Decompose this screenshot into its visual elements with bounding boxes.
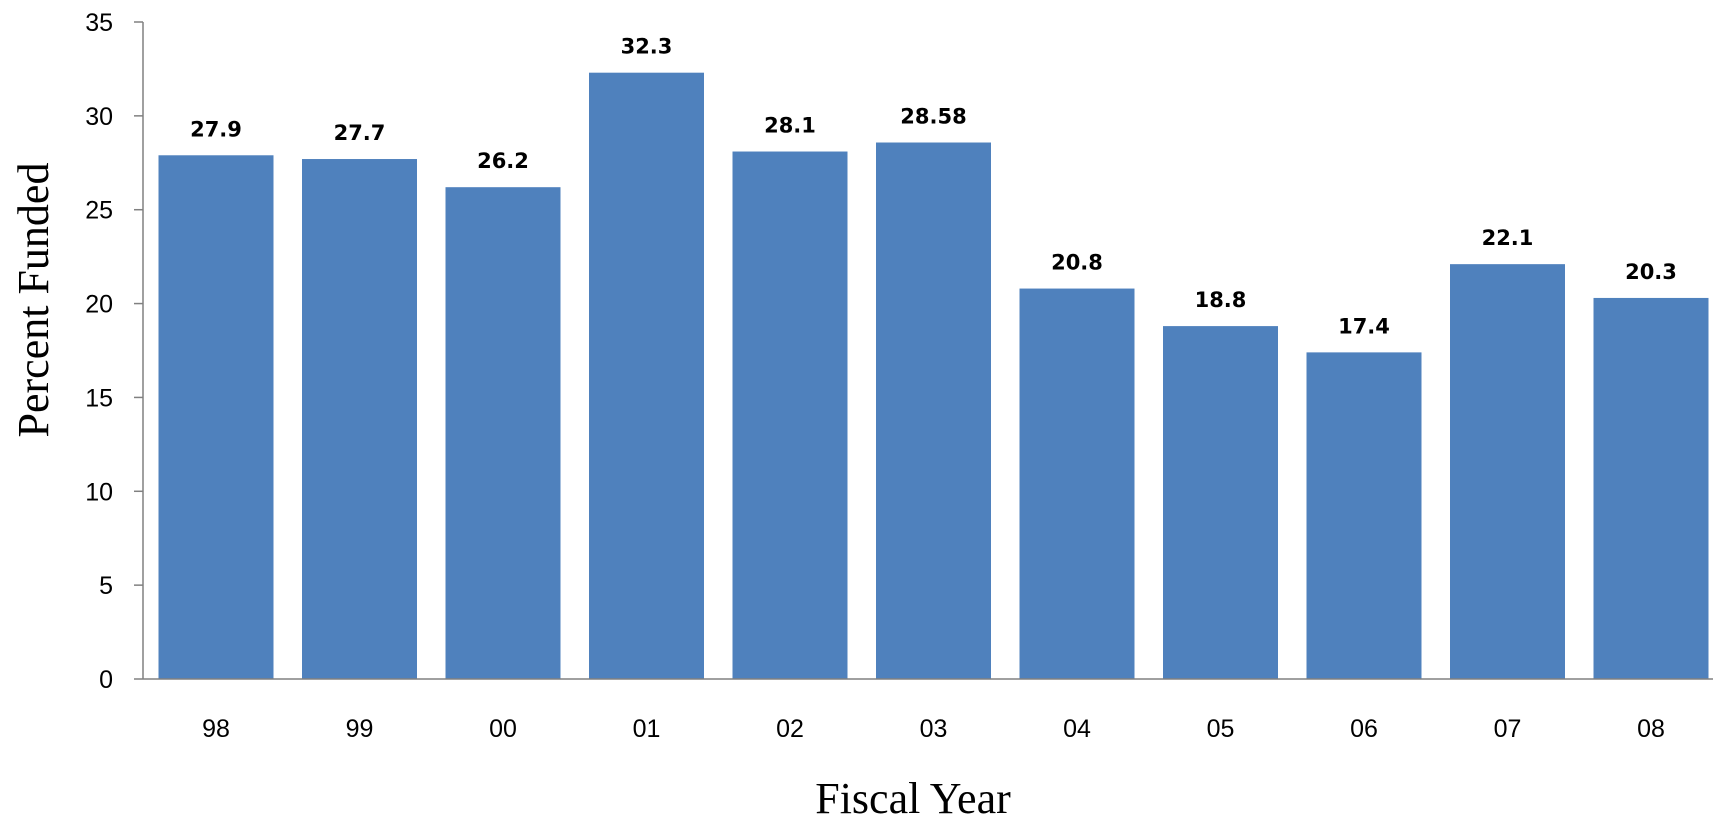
bar [876, 142, 991, 679]
x-tick-label: 02 [776, 715, 804, 743]
bar-value-label: 27.9 [190, 117, 242, 141]
bar [732, 151, 848, 680]
y-tick-label: 35 [85, 9, 113, 37]
y-tick-label: 10 [85, 478, 113, 506]
bar-value-label: 22.1 [1482, 226, 1534, 250]
x-tick-label: 04 [1063, 715, 1091, 743]
y-tick-label: 15 [85, 384, 113, 412]
bar [302, 159, 417, 679]
value-labels: 27.9 27.7 26.2 32.3 28.1 28.58 20.8 18.8 17.4 22.… [190, 35, 1677, 339]
bar [1163, 326, 1278, 679]
x-tick-label: 03 [920, 715, 948, 743]
y-tick-label: 20 [85, 291, 113, 319]
y-axis-ticks: 0 5 10 15 20 25 30 35 [85, 9, 143, 694]
x-tick-label: 01 [633, 715, 661, 743]
x-tick-label: 00 [489, 715, 517, 743]
x-tick-label: 98 [202, 715, 230, 743]
bar-value-label: 26.2 [477, 149, 529, 173]
y-tick-label: 25 [85, 197, 113, 225]
x-tick-label: 07 [1494, 715, 1522, 743]
bar [445, 187, 561, 679]
bar [1019, 288, 1135, 679]
y-tick-label: 5 [99, 572, 113, 600]
x-tick-label: 99 [346, 715, 374, 743]
bar-value-label: 17.4 [1338, 314, 1390, 338]
bar-value-label: 20.8 [1051, 251, 1103, 275]
bar [1306, 352, 1422, 679]
x-axis-ticks: 98 99 00 01 02 03 04 05 06 07 08 [202, 715, 1665, 743]
x-tick-label: 05 [1207, 715, 1235, 743]
bar [1593, 297, 1709, 679]
bar-value-label: 27.7 [334, 121, 386, 145]
bars [158, 72, 1709, 680]
x-axis-title: Fiscal Year [815, 774, 1011, 822]
bar [589, 72, 704, 679]
x-tick-label: 08 [1637, 715, 1665, 743]
y-tick-label: 30 [85, 103, 113, 131]
x-tick-label: 06 [1350, 715, 1378, 743]
bar [1450, 264, 1565, 679]
bar [158, 155, 274, 679]
y-axis-title: Percent Funded [9, 163, 58, 438]
y-tick-label: 0 [99, 666, 113, 694]
bar-value-label: 28.1 [764, 114, 816, 138]
bar-value-label: 20.3 [1625, 260, 1677, 284]
bar-value-label: 32.3 [621, 35, 673, 59]
bar-value-label: 28.58 [900, 105, 966, 129]
bar-value-label: 18.8 [1195, 288, 1247, 312]
